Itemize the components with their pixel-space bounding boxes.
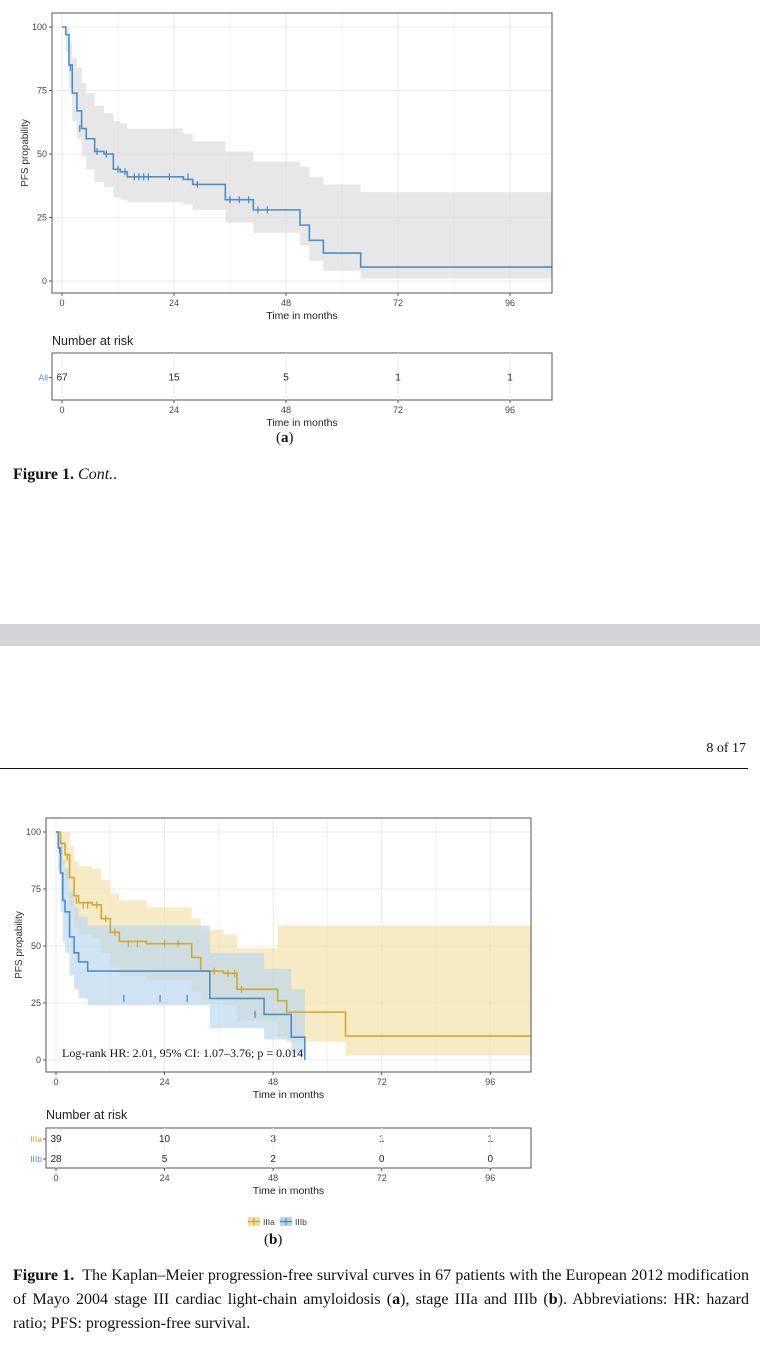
- x-tick-label: 0: [53, 1077, 58, 1087]
- risk-cell: 1: [507, 373, 513, 384]
- y-tick-label: 50: [31, 941, 41, 951]
- risk-title-a: Number at risk: [52, 334, 134, 348]
- risk-cell: 1: [395, 373, 401, 384]
- risk-x-tick-label: 72: [377, 1173, 387, 1183]
- legend-label: IIIb: [295, 1217, 307, 1227]
- risk-x-tick-label: 96: [485, 1173, 495, 1183]
- risk-title-b: Number at risk: [46, 1108, 128, 1122]
- x-tick-label: 72: [377, 1077, 387, 1087]
- risk-x-ticks-b: 0 24 48 72 96: [53, 1168, 495, 1183]
- y-tick-label: 100: [32, 22, 47, 32]
- risk-cell: 0: [488, 1154, 494, 1165]
- page-break-band: [0, 624, 760, 646]
- subfigure-label-a: (a): [276, 430, 294, 446]
- censor-marks-a: [69, 64, 268, 214]
- plot-frame-b: [45, 817, 532, 1073]
- logrank-annotation: Log-rank HR: 2.01, 95% CI: 1.07–3.76; p …: [62, 1046, 303, 1060]
- page-number: 8 of 17: [706, 741, 746, 756]
- x-axis-label-b: Time in months: [253, 1089, 324, 1101]
- risk-cell: 5: [162, 1154, 168, 1165]
- chart-legend-b: IIIa IIIb: [248, 1217, 307, 1227]
- risk-cell: 28: [50, 1154, 62, 1165]
- y-tick-label: 25: [37, 213, 47, 223]
- risk-table-b: IIIa3910311IIIb285200: [30, 1128, 494, 1168]
- risk-table-frame-a: [51, 352, 553, 401]
- risk-x-tick-label: 24: [169, 405, 179, 415]
- y-ticks-b: 0 25 50 75 100: [26, 827, 46, 1065]
- x-ticks-a: 0 24 48 72 96: [59, 293, 515, 308]
- ci-band-iiib: [56, 832, 305, 1060]
- y-ticks-a: 0 25 50 75 100: [32, 22, 52, 286]
- y-tick-label: 75: [37, 86, 47, 96]
- risk-x-tick-label: 0: [59, 405, 64, 415]
- y-tick-label: 0: [42, 276, 47, 286]
- x-ticks-b: 0 24 48 72 96: [53, 1072, 495, 1087]
- figure-caption: Figure 1. The Kaplan–Meier progression-f…: [13, 1267, 750, 1332]
- risk-x-tick-label: 0: [53, 1173, 58, 1183]
- censor-marks-b: [58, 846, 256, 1018]
- legend-item-iiib: IIIb: [280, 1217, 307, 1227]
- risk-x-ticks-a: 0 24 48 72 96: [59, 400, 515, 415]
- ci-band-a: [62, 27, 552, 279]
- legend-label: IIIa: [263, 1217, 275, 1227]
- figure-caption-continued: Figure 1. Cont..: [13, 466, 118, 483]
- risk-x-tick-label: 72: [393, 405, 403, 415]
- y-tick-label: 75: [31, 884, 41, 894]
- y-tick-label: 0: [36, 1055, 41, 1065]
- risk-cell: 2: [270, 1154, 276, 1165]
- y-tick-label: 50: [37, 149, 47, 159]
- risk-cell: 15: [168, 373, 180, 384]
- x-tick-label: 48: [268, 1077, 278, 1087]
- survival-curves-b: [56, 831, 531, 1060]
- survival-curve-iiib: [56, 831, 306, 1060]
- x-axis-label-a: Time in months: [266, 310, 337, 322]
- risk-cell: 67: [56, 373, 68, 384]
- legend-item-iiia: IIIa: [248, 1217, 275, 1227]
- risk-row-name: All: [39, 373, 49, 383]
- ci-band-b: [56, 832, 531, 1060]
- x-tick-label: 24: [160, 1077, 170, 1087]
- risk-cell: 5: [283, 373, 289, 384]
- header-rule: [0, 768, 748, 769]
- x-tick-label: 96: [505, 298, 515, 308]
- risk-cell: 0: [379, 1154, 385, 1165]
- risk-x-tick-label: 96: [505, 405, 515, 415]
- y-tick-label: 100: [26, 827, 41, 837]
- plot-frame-a: [51, 12, 553, 294]
- x-tick-label: 24: [169, 298, 179, 308]
- x-tick-label: 48: [281, 298, 291, 308]
- ci-band-all: [62, 27, 552, 279]
- risk-row-name: IIIa: [30, 1134, 42, 1144]
- risk-table-a: All 67 15 5 1 1: [39, 353, 513, 400]
- risk-table-frame-b: [45, 1127, 532, 1169]
- x-tick-label: 72: [393, 298, 403, 308]
- survival-curve-all: [62, 26, 552, 268]
- y-tick-label: 25: [31, 998, 41, 1008]
- risk-x-axis-label-b: Time in months: [253, 1185, 324, 1197]
- ci-band-iiia: [56, 832, 531, 1056]
- risk-row-name: IIIb: [30, 1154, 42, 1164]
- risk-x-tick-label: 48: [268, 1173, 278, 1183]
- subfigure-label-b: (b): [264, 1232, 283, 1248]
- risk-x-tick-label: 48: [281, 405, 291, 415]
- y-axis-label-a: PFS propability: [20, 119, 31, 187]
- y-axis-label-b: PFS propability: [14, 911, 25, 979]
- risk-x-axis-label-a: Time in months: [266, 417, 337, 429]
- x-tick-label: 0: [59, 298, 64, 308]
- survival-curve-iiia: [56, 831, 531, 1037]
- risk-x-tick-label: 24: [160, 1173, 170, 1183]
- survival-curves-a: [62, 26, 552, 268]
- x-tick-label: 96: [485, 1077, 495, 1087]
